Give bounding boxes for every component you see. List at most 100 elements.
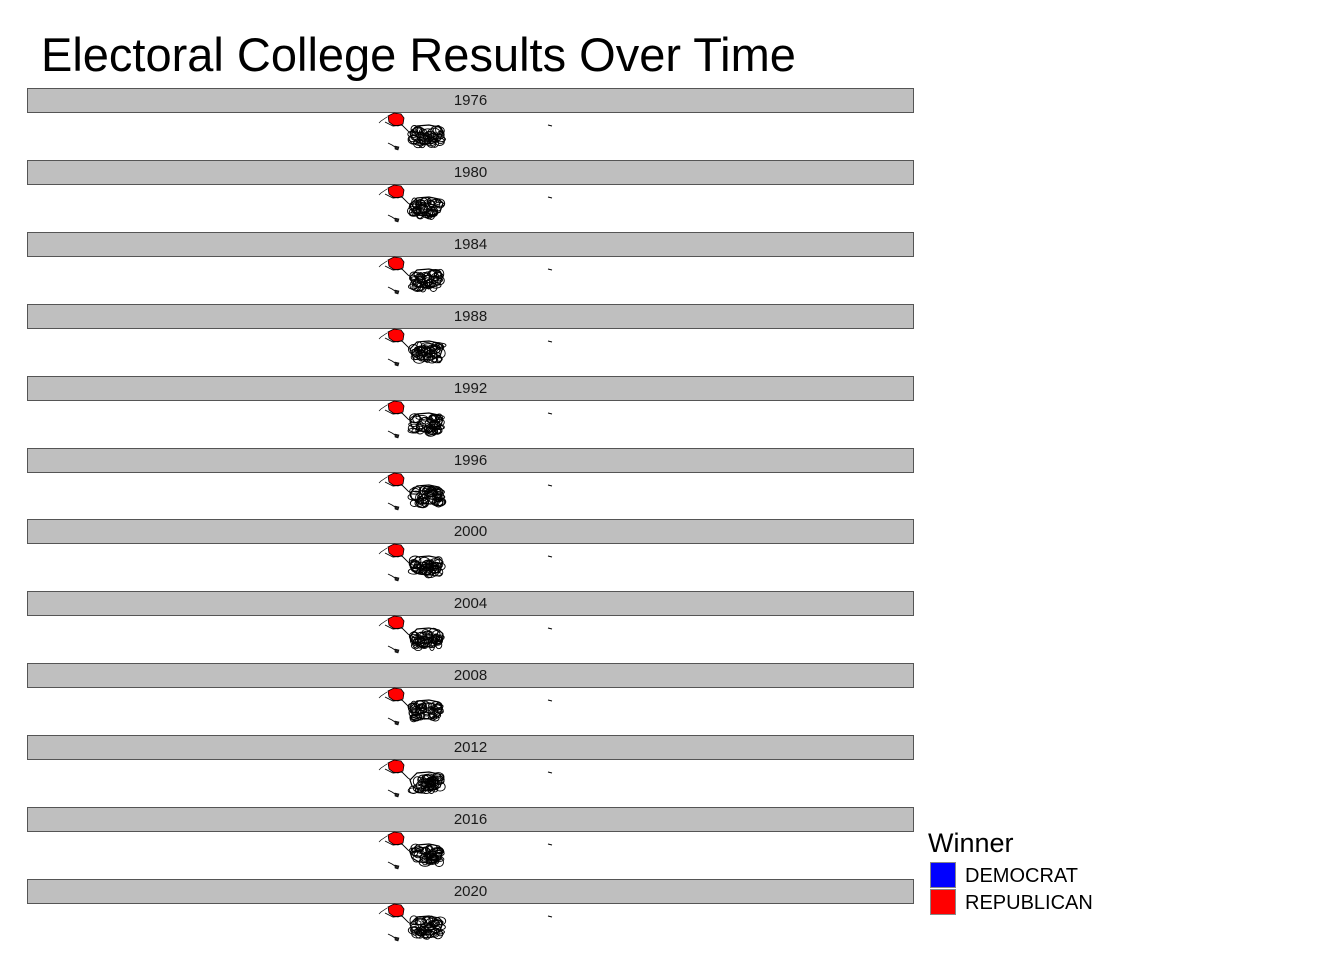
territory-mark [547,196,553,199]
state-outline [420,341,434,349]
facet-map [378,328,553,367]
facet-strip-label: 1988 [453,307,488,325]
state-outline [418,202,426,213]
contiguous-border [409,196,444,217]
facet-strip-label: 2008 [453,667,488,685]
state-outline [435,416,443,422]
state-outline [409,490,423,500]
facet-strip-label: 2012 [453,739,488,757]
state-outline [408,555,422,567]
state-outline-coast [378,476,388,483]
state-outline-aleutian [384,696,412,709]
state-outline [433,848,445,854]
facet-map [378,687,553,726]
facet-strip-label: 1992 [453,379,488,397]
state-outline [410,125,419,134]
facet-map [378,759,553,798]
state-shape-alaska [387,112,405,127]
facet-strip: 2020 [27,878,914,904]
facet-panel: 1976 [27,88,914,160]
state-shape-hawaii [394,936,400,942]
contiguous-border [409,268,444,289]
state-outline [412,920,422,926]
facet-strip: 1984 [27,231,914,257]
state-shape-alaska [387,759,405,774]
legend-item-democrat: DEMOCRAT [928,860,1148,888]
state-outline-coast [378,116,388,124]
state-outline [411,347,423,357]
state-outline [429,352,438,358]
state-outline [418,489,426,499]
state-outline [420,777,428,788]
state-shape-alaska [387,400,405,415]
facet-panel: 2004 [27,591,914,663]
facet-strip: 2004 [27,591,914,617]
facet-strip: 1976 [27,88,914,113]
state-outline [431,275,440,281]
facet-panel: 1984 [27,231,914,304]
legend: Winner DEMOCRAT REPUBLICAN [928,826,1148,915]
state-outline-coast [378,188,388,196]
state-outline [418,925,426,931]
state-outline [425,424,438,435]
facet-map [378,472,553,510]
state-outline [431,354,443,363]
territory-mark [547,771,553,774]
facet-strip-label: 1984 [453,235,488,253]
facet-strip-label: 2004 [453,595,488,613]
territory-mark [547,124,553,127]
state-shape-hawaii [394,145,400,151]
state-outline-coast [378,404,388,411]
state-outline [407,423,421,433]
state-outline [423,274,431,281]
state-outline [412,776,422,787]
state-outline [427,132,439,143]
facet-map [378,256,553,295]
state-outline [428,859,437,865]
state-outline [431,772,445,783]
state-shape-alaska [387,184,405,199]
facet-panel: 1980 [27,159,914,232]
state-outline [408,207,421,217]
legend-key-republican [930,889,956,915]
state-outline-aleutian [384,624,412,637]
state-outline [433,493,446,500]
state-outline [424,209,433,220]
state-outline [432,778,440,788]
state-outline [410,353,419,360]
legend-title: Winner [928,828,1014,858]
state-outline-aleutian [384,481,412,493]
facet-strip-label: 2020 [453,882,488,900]
state-outline [415,204,428,214]
facet-panel: 2012 [27,735,914,807]
territory-mark [547,484,553,486]
state-outline [436,931,444,937]
state-outline [432,850,445,857]
state-outline [435,268,445,279]
facet-strip: 1988 [27,303,914,329]
state-shape-alaska [387,328,405,343]
facet-panel: 1988 [27,303,914,376]
state-shape-hawaii [394,361,400,367]
state-shape-alaska [387,687,405,702]
state-outline-aleutian [384,265,412,278]
state-outline [415,425,425,435]
contiguous-border [409,915,444,936]
state-shape-hawaii [394,289,400,295]
facet-panel: 1996 [27,447,914,520]
contiguous-border [409,340,444,361]
state-shape-alaska [387,903,405,918]
state-outline-coast [378,907,388,915]
legend-item-republican: REPUBLICAN [928,887,1148,915]
facet-strip: 2000 [27,519,914,545]
state-outline [423,199,432,204]
state-outline-aleutian [384,912,412,925]
facet-map [378,400,553,438]
state-outline-coast [378,332,388,339]
state-shape-hawaii [394,792,400,798]
state-outline-coast [378,835,388,843]
state-shape-hawaii [394,217,400,223]
facet-strip: 1980 [27,159,914,185]
state-shape-hawaii [394,864,400,870]
state-outline [424,703,437,709]
